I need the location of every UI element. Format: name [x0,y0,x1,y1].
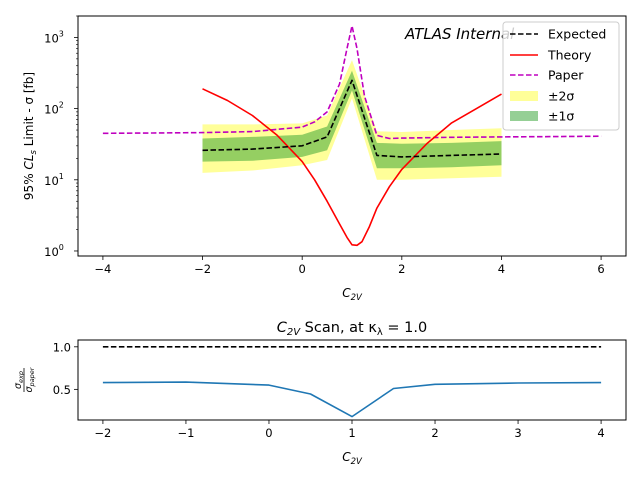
limit-y-tick-label: 102 [44,101,64,117]
legend-theory-label: Theory [547,48,592,63]
ratio-x-tick-label: −1 [177,426,194,440]
ratio-x-axis-label: C2V [342,450,363,467]
limit-x-tick-label: 2 [398,262,405,276]
legend-expected-label: Expected [548,27,606,42]
ratio-y-ticks: 0.5 1.0 [53,340,78,397]
ratio-x-tick-label: 2 [431,426,438,440]
ratio-x-tick-label: 4 [597,426,604,440]
ratio-y-axis-label: σexp σpaper [13,366,36,392]
limit-x-tick-label: 6 [597,262,604,276]
ratio-curves [102,345,602,418]
ratio-x-tick-label: 1 [348,426,355,440]
ratio-panel: C2V Scan, at κλ = 1.0 −2 −1 0 1 2 3 4 0.5 1.0 C… [13,320,627,467]
ratio-panel-title: C2V Scan, at κλ = 1.0 [277,320,428,338]
ratio-line [102,381,602,418]
legend-paper-label: Paper [548,68,584,83]
legend-band2-swatch [510,91,538,101]
legend-band1-swatch [510,111,538,121]
limit-plot-frame [77,15,627,257]
expected-line [202,79,502,158]
limit-x-tick-label: 0 [299,262,306,276]
limit-x-ticks: −4 −2 0 2 4 6 [94,256,605,276]
limit-x-tick-label: 4 [498,262,505,276]
legend: Expected Theory Paper ±2σ ±1σ [502,21,620,131]
limit-y-tick-label: 103 [44,29,64,45]
legend-band2-label: ±2σ [548,89,574,104]
paper-line [102,25,602,140]
limit-x-tick-label: −2 [194,262,211,276]
limit-x-tick-label: −4 [94,262,111,276]
limit-x-axis-label: C2V [342,286,363,303]
legend-box [502,21,620,131]
ratio-x-ticks: −2 −1 0 1 2 3 4 [94,420,605,440]
limit-y-ticks: 100 101 102 103 [44,15,78,259]
ratio-y-label-numerator: σexp [13,371,25,389]
limit-curves [102,25,602,247]
legend-band1-label: ±1σ [548,109,574,124]
limit-y-axis-label: 95% CLs Limit - σ [fb] [22,72,39,200]
theory-line [202,88,502,247]
limit-y-tick-label: 100 [44,243,64,259]
limit-y-tick-label: 101 [44,172,64,188]
limit-panel: −4 −2 0 2 4 6 100 101 102 103 C2V 95% CLs Limit … [22,15,627,303]
ratio-x-tick-label: −2 [94,426,111,440]
ratio-y-tick-label: 1.0 [53,340,71,354]
atlas-internal-label: ATLAS Internal [404,25,515,43]
ratio-y-tick-label: 0.5 [53,383,71,397]
ratio-y-label-denominator: σpaper [24,366,36,392]
ratio-x-tick-label: 3 [514,426,521,440]
ratio-x-tick-label: 0 [265,426,272,440]
